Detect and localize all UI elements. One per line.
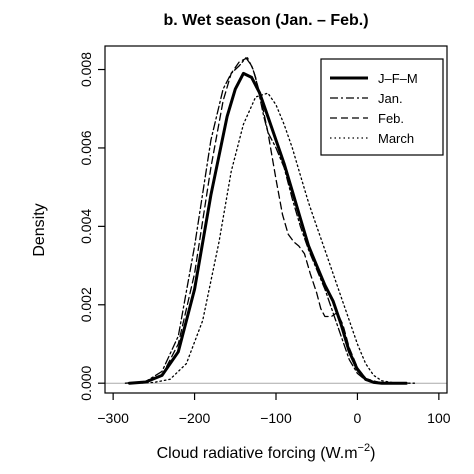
y-tick-label: 0.008 [78,52,94,87]
legend: J–F–M Jan. Feb. March [320,58,444,156]
x-tick-label: −300 [97,410,129,426]
x-axis-label-superscript: −2 [358,442,371,454]
legend-label-3: March [378,131,414,146]
series-line-1 [124,57,407,384]
y-tick-label: 0.006 [78,130,94,165]
y-tick-label: 0.004 [78,209,94,244]
x-tick-label: 0 [354,410,362,426]
legend-box [320,58,444,156]
series-line-0 [127,71,408,385]
chart-title: b. Wet season (Jan. – Feb.) [163,12,368,29]
axes: −300 −200 −100 0 100 0.000 0.002 0.004 0.006 0.00… [78,52,451,426]
y-tick-label: 0.002 [78,287,94,322]
x-tick-label: 100 [427,410,451,426]
y-tick-label: 0.000 [78,365,94,400]
y-axis-label: Density [31,203,48,256]
x-tick-label: −100 [260,410,292,426]
x-axis-label-main: Cloud radiative forcing (W.m [157,445,358,462]
plot-frame [104,45,448,394]
x-axis-label: Cloud radiative forcing (W.m−2) [157,442,376,462]
legend-label-2: Feb. [378,111,404,126]
legend-label-1: Jan. [378,91,403,106]
x-tick-label: −200 [179,410,211,426]
x-axis-label-suffix: ) [370,445,375,462]
series-lines [124,57,416,385]
series-line-2 [128,57,407,384]
legend-label-0: J–F–M [378,71,418,86]
series-line-3 [136,92,416,384]
